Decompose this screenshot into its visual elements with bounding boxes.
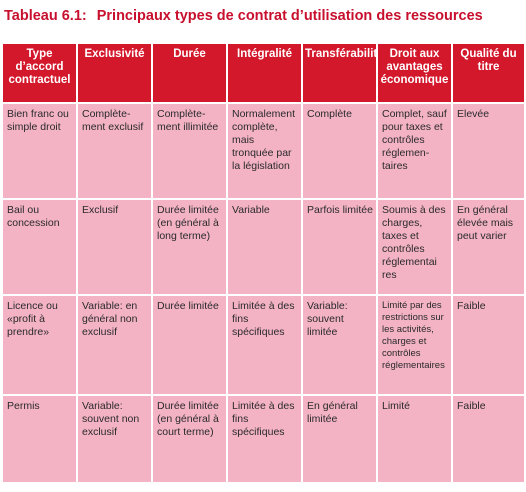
table-cell: Complète	[303, 104, 376, 198]
table-cell: Bail ou concession	[3, 200, 76, 294]
table-cell: Faible	[453, 296, 524, 394]
table-cell: Elevée	[453, 104, 524, 198]
table-cell: Variable: souvent limitée	[303, 296, 376, 394]
table-cell: Complète-ment illimitée	[153, 104, 226, 198]
table-cell: Parfois limitée	[303, 200, 376, 294]
table-cell: Durée limitée	[153, 296, 226, 394]
column-header-economic-benefits: Droit aux avantages économique	[378, 44, 451, 102]
table-cell: Complète-ment exclusif	[78, 104, 151, 198]
column-header-exclusivity: Exclusivité	[78, 44, 151, 102]
table-cell: Normalement complète, mais tronquée par …	[228, 104, 301, 198]
table-cell: Bien franc ou simple droit	[3, 104, 76, 198]
table-cell: Limitée à des fins spécifiques	[228, 396, 301, 482]
table-cell: En général limitée	[303, 396, 376, 482]
table-cell: Permis	[3, 396, 76, 482]
column-header-integrality: Intégralité	[228, 44, 301, 102]
table-cell: Complet, sauf pour taxes et contrôles ré…	[378, 104, 451, 198]
column-header-title-quality: Qualité du titre	[453, 44, 524, 102]
table-number: Tableau 6.1:	[4, 8, 87, 24]
table-cell: Durée limitée (en général à long terme)	[153, 200, 226, 294]
column-header-duration: Durée	[153, 44, 226, 102]
table-cell: Variable: en général non exclusif	[78, 296, 151, 394]
contract-types-table: Type d’accord contractuel Exclusivité Du…	[3, 44, 524, 486]
table-cell: Limité par des restrictions sur les acti…	[378, 296, 451, 394]
table-cell: En général élevée mais peut varier	[453, 200, 524, 294]
table-title: Principaux types de contrat d’utilisatio…	[96, 8, 483, 24]
table-cell: Durée limitée (en général à court terme)	[153, 396, 226, 482]
column-header-transferability: Transférabilité	[303, 44, 376, 102]
table-cell: Licence ou «profit à prendre»	[3, 296, 76, 394]
table-cell: Limitée à des fins spécifiques	[228, 296, 301, 394]
table-cell: Variable: souvent non exclusif	[78, 396, 151, 482]
table-cell: Exclusif	[78, 200, 151, 294]
table-cell: Limité	[378, 396, 451, 482]
column-header-type: Type d’accord contractuel	[3, 44, 76, 102]
table-cell: Faible	[453, 396, 524, 482]
table-cell: Variable	[228, 200, 301, 294]
table-caption: Tableau 6.1: Principaux types de contrat …	[4, 5, 522, 27]
table-cell: Soumis à des charges, taxes et contrôles…	[378, 200, 451, 294]
